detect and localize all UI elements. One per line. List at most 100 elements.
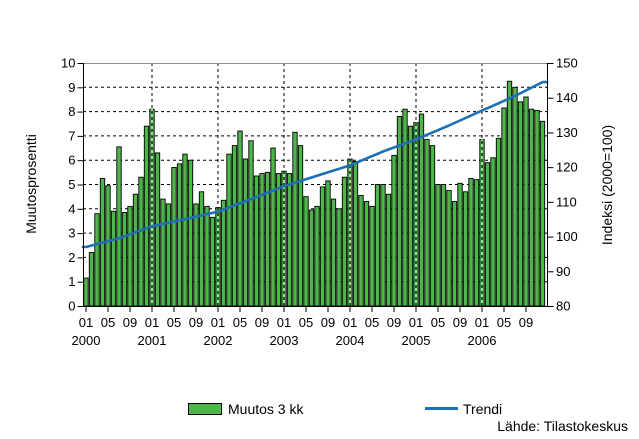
- left-tick-label: 5: [68, 177, 75, 192]
- bar-2003-02: [286, 173, 293, 307]
- bar-2005-05: [435, 184, 441, 307]
- bar-2004-04: [363, 201, 370, 307]
- left-axis-title: Muutosprosentti: [23, 134, 39, 234]
- x-tick-label: 01: [409, 315, 423, 330]
- bar-2001-10: [198, 191, 205, 307]
- bar-2005-10: [462, 191, 469, 307]
- bar-2004-12: [407, 125, 414, 307]
- bar-2005-02: [418, 113, 425, 307]
- bar-2003-05: [303, 196, 309, 307]
- bar-2005-07: [446, 190, 452, 307]
- bar-2004-05: [369, 205, 375, 307]
- bar-2003-11: [336, 208, 342, 307]
- bar-2006-09: [523, 96, 529, 307]
- x-tick-label: 09: [255, 315, 269, 330]
- left-tick-label: 10: [61, 56, 75, 71]
- bar-2000-01: [83, 277, 89, 307]
- right-tick-label: 110: [556, 194, 577, 209]
- bar-2000-06: [110, 210, 117, 307]
- x-year-label: 2004: [336, 333, 365, 348]
- bar-2006-05: [501, 107, 507, 307]
- bar-2006-04: [495, 137, 502, 307]
- bar-2001-05: [171, 167, 177, 307]
- x-tick-label: 05: [497, 315, 511, 330]
- x-tick-label: 05: [101, 315, 115, 330]
- bar-2000-09: [127, 205, 133, 307]
- bar-2003-09: [325, 180, 331, 307]
- bar-2001-04: [165, 203, 172, 307]
- x-year-label: 2002: [204, 333, 233, 348]
- bar-2000-03: [94, 213, 100, 307]
- bar-2006-02: [484, 162, 491, 307]
- x-year-label: 2001: [138, 333, 167, 348]
- x-year-label: 2006: [468, 333, 497, 348]
- bar-2006-08: [517, 101, 524, 307]
- x-tick-label: 09: [189, 315, 203, 330]
- bar-2003-08: [319, 186, 326, 307]
- bar-2003-10: [330, 198, 337, 307]
- x-tick-label: 01: [211, 315, 225, 330]
- bar-2003-07: [314, 205, 320, 307]
- bar-2002-12: [275, 173, 282, 307]
- x-tick-label: 05: [365, 315, 379, 330]
- right-tick-label: 150: [556, 56, 578, 71]
- bar-2005-11: [468, 177, 474, 307]
- bar-2004-08: [385, 193, 392, 307]
- bar-2001-08: [187, 159, 194, 307]
- bar-2003-12: [341, 176, 348, 307]
- bar-2006-03: [490, 157, 496, 307]
- bar-2003-06: [308, 209, 315, 307]
- x-tick-label: 01: [475, 315, 489, 330]
- bar-2001-06: [176, 163, 183, 307]
- bar-2000-08: [121, 211, 128, 307]
- bar-2000-12: [143, 125, 150, 307]
- x-tick-label: 09: [321, 315, 335, 330]
- x-tick-label: 01: [277, 315, 291, 330]
- x-tick-label: 09: [453, 315, 467, 330]
- bar-2005-03: [424, 139, 430, 307]
- bar-2006-10: [528, 108, 535, 307]
- right-tick-label: 80: [556, 299, 570, 314]
- bar-2004-11: [402, 108, 408, 307]
- x-tick-label: 05: [431, 315, 445, 330]
- bar-2005-08: [451, 201, 458, 307]
- bar-2001-12: [209, 216, 216, 307]
- left-tick-label: 8: [68, 104, 75, 119]
- bar-2000-10: [132, 193, 139, 307]
- bar-2004-09: [391, 154, 397, 307]
- x-year-label: 2003: [270, 333, 299, 348]
- bar-2002-03: [226, 153, 232, 307]
- bar-2004-07: [380, 184, 386, 307]
- legend-line-swatch: [425, 407, 458, 410]
- bar-2002-05: [237, 130, 243, 307]
- left-tick-label: 3: [68, 226, 75, 241]
- right-axis-title: Indeksi (2000=100): [599, 124, 615, 246]
- bar-2001-02: [154, 152, 161, 307]
- left-tick-label: 1: [68, 274, 75, 289]
- x-year-label: 2000: [72, 333, 101, 348]
- right-tick-label: 140: [556, 90, 578, 105]
- bar-2005-06: [440, 184, 447, 307]
- bar-2006-12: [539, 120, 546, 307]
- bar-2005-12: [473, 179, 480, 307]
- x-tick-label: 01: [343, 315, 357, 330]
- bar-2001-11: [204, 205, 210, 307]
- bar-2006-11: [534, 109, 540, 307]
- bar-2000-11: [138, 176, 144, 307]
- legend-line-label: Trendi: [463, 401, 503, 417]
- x-tick-label: 05: [233, 315, 247, 330]
- left-tick-label: 2: [68, 250, 75, 265]
- x-tick-label: 01: [145, 315, 159, 330]
- right-tick-label: 100: [556, 229, 578, 244]
- legend-bar-label: Muutos 3 kk: [228, 401, 304, 417]
- bar-2004-03: [358, 194, 364, 307]
- x-year-label: 2005: [402, 333, 431, 348]
- legend-bar-swatch: [188, 403, 222, 415]
- left-tick-label: 7: [68, 128, 75, 143]
- bar-2002-04: [231, 145, 238, 307]
- bar-2003-04: [297, 145, 304, 307]
- bar-2000-05: [105, 185, 111, 307]
- bar-2003-03: [292, 131, 298, 307]
